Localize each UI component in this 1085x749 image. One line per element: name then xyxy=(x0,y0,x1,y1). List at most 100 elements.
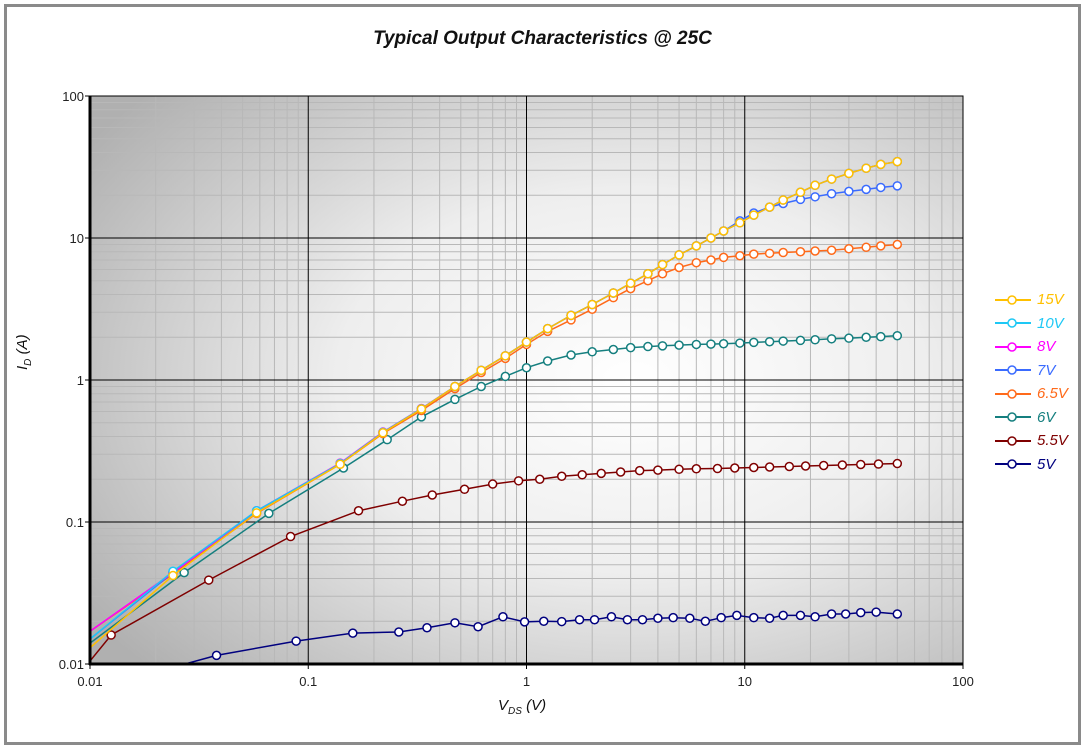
data-point xyxy=(892,156,903,167)
data-point xyxy=(706,339,716,349)
legend-marker-icon xyxy=(995,387,1031,401)
legend-item: 6.5V xyxy=(995,382,1068,406)
data-point xyxy=(566,350,576,360)
data-point xyxy=(566,310,576,321)
data-point xyxy=(837,460,848,470)
data-point xyxy=(826,609,837,619)
legend-marker-icon xyxy=(995,340,1031,354)
data-point xyxy=(450,394,460,405)
data-point xyxy=(800,461,811,471)
data-point xyxy=(718,226,729,236)
series-15V xyxy=(90,156,903,649)
data-point xyxy=(422,623,432,633)
data-point xyxy=(876,241,886,251)
data-point xyxy=(712,463,723,474)
data-point xyxy=(691,241,702,251)
data-point xyxy=(855,459,866,470)
x-label-unit: (V) xyxy=(521,697,547,714)
data-point xyxy=(657,341,668,351)
data-point xyxy=(810,180,820,191)
legend-label: 6V xyxy=(1037,408,1056,426)
data-point xyxy=(826,245,837,255)
data-point xyxy=(539,616,549,627)
data-point xyxy=(876,331,886,342)
data-point xyxy=(643,269,653,279)
data-point xyxy=(716,612,726,623)
data-point xyxy=(542,356,553,366)
data-point xyxy=(892,609,903,619)
data-point xyxy=(674,250,684,260)
data-point xyxy=(844,186,854,197)
data-point xyxy=(615,467,626,477)
data-point xyxy=(730,463,740,473)
y-label-unit: (A) xyxy=(14,334,31,359)
data-point xyxy=(871,607,881,617)
data-point xyxy=(521,362,532,373)
legend: 15V 10V 8V 7V 6.5V 6V 5.5V 5V xyxy=(995,288,1068,476)
data-point xyxy=(168,570,178,581)
data-point xyxy=(855,607,866,618)
legend-label: 5.5V xyxy=(1037,432,1068,450)
data-point xyxy=(749,210,759,220)
data-point xyxy=(844,244,854,254)
data-point xyxy=(335,459,345,470)
legend-item: 10V xyxy=(995,312,1068,336)
data-point xyxy=(826,334,837,344)
data-point xyxy=(892,458,903,469)
data-point xyxy=(691,339,702,350)
data-point xyxy=(861,163,871,173)
data-point xyxy=(608,288,619,298)
data-point xyxy=(892,181,903,191)
data-point xyxy=(348,628,358,638)
data-point xyxy=(892,239,903,250)
legend-label: 10V xyxy=(1037,314,1064,332)
data-point xyxy=(764,336,775,347)
data-point xyxy=(264,508,274,519)
data-point xyxy=(500,351,511,361)
data-point xyxy=(876,182,886,193)
x-tick-label: 0.1 xyxy=(299,674,317,689)
data-point xyxy=(587,347,597,357)
series-5V xyxy=(182,607,903,664)
data-point xyxy=(473,621,483,632)
legend-marker-icon xyxy=(995,457,1031,471)
data-point xyxy=(657,269,668,279)
data-point xyxy=(657,259,668,270)
legend-marker-icon xyxy=(995,293,1031,307)
series-6V xyxy=(90,330,903,644)
data-point xyxy=(778,336,788,346)
y-tick-label: 100 xyxy=(62,89,84,104)
chart-title: Typical Output Characteristics @ 25C xyxy=(373,28,712,49)
data-point xyxy=(778,247,788,258)
legend-marker-icon xyxy=(995,316,1031,330)
data-point xyxy=(653,613,663,623)
data-point xyxy=(487,479,498,489)
data-point xyxy=(251,508,262,518)
data-point xyxy=(674,464,684,475)
data-point xyxy=(625,342,636,353)
data-point xyxy=(608,344,619,355)
data-point xyxy=(450,618,460,628)
y-tick-label: 1 xyxy=(77,373,84,388)
data-point xyxy=(519,617,530,627)
legend-marker-icon xyxy=(995,363,1031,377)
data-point xyxy=(643,341,653,352)
data-point xyxy=(810,246,820,256)
x-tick-label: 0.01 xyxy=(77,674,102,689)
data-point xyxy=(749,612,759,623)
data-point xyxy=(476,381,486,392)
data-point xyxy=(706,255,716,265)
x-label-sub: DS xyxy=(508,706,522,717)
data-point xyxy=(749,462,759,473)
data-point xyxy=(534,474,545,485)
data-point xyxy=(353,506,364,516)
y-axis-label: ID (A) xyxy=(14,334,34,370)
data-point xyxy=(735,218,745,228)
data-point xyxy=(625,278,636,289)
data-point xyxy=(844,168,854,179)
y-tick-label: 0.01 xyxy=(59,657,84,672)
data-point xyxy=(513,476,524,486)
data-point xyxy=(203,575,214,585)
legend-item: 5.5V xyxy=(995,429,1068,453)
